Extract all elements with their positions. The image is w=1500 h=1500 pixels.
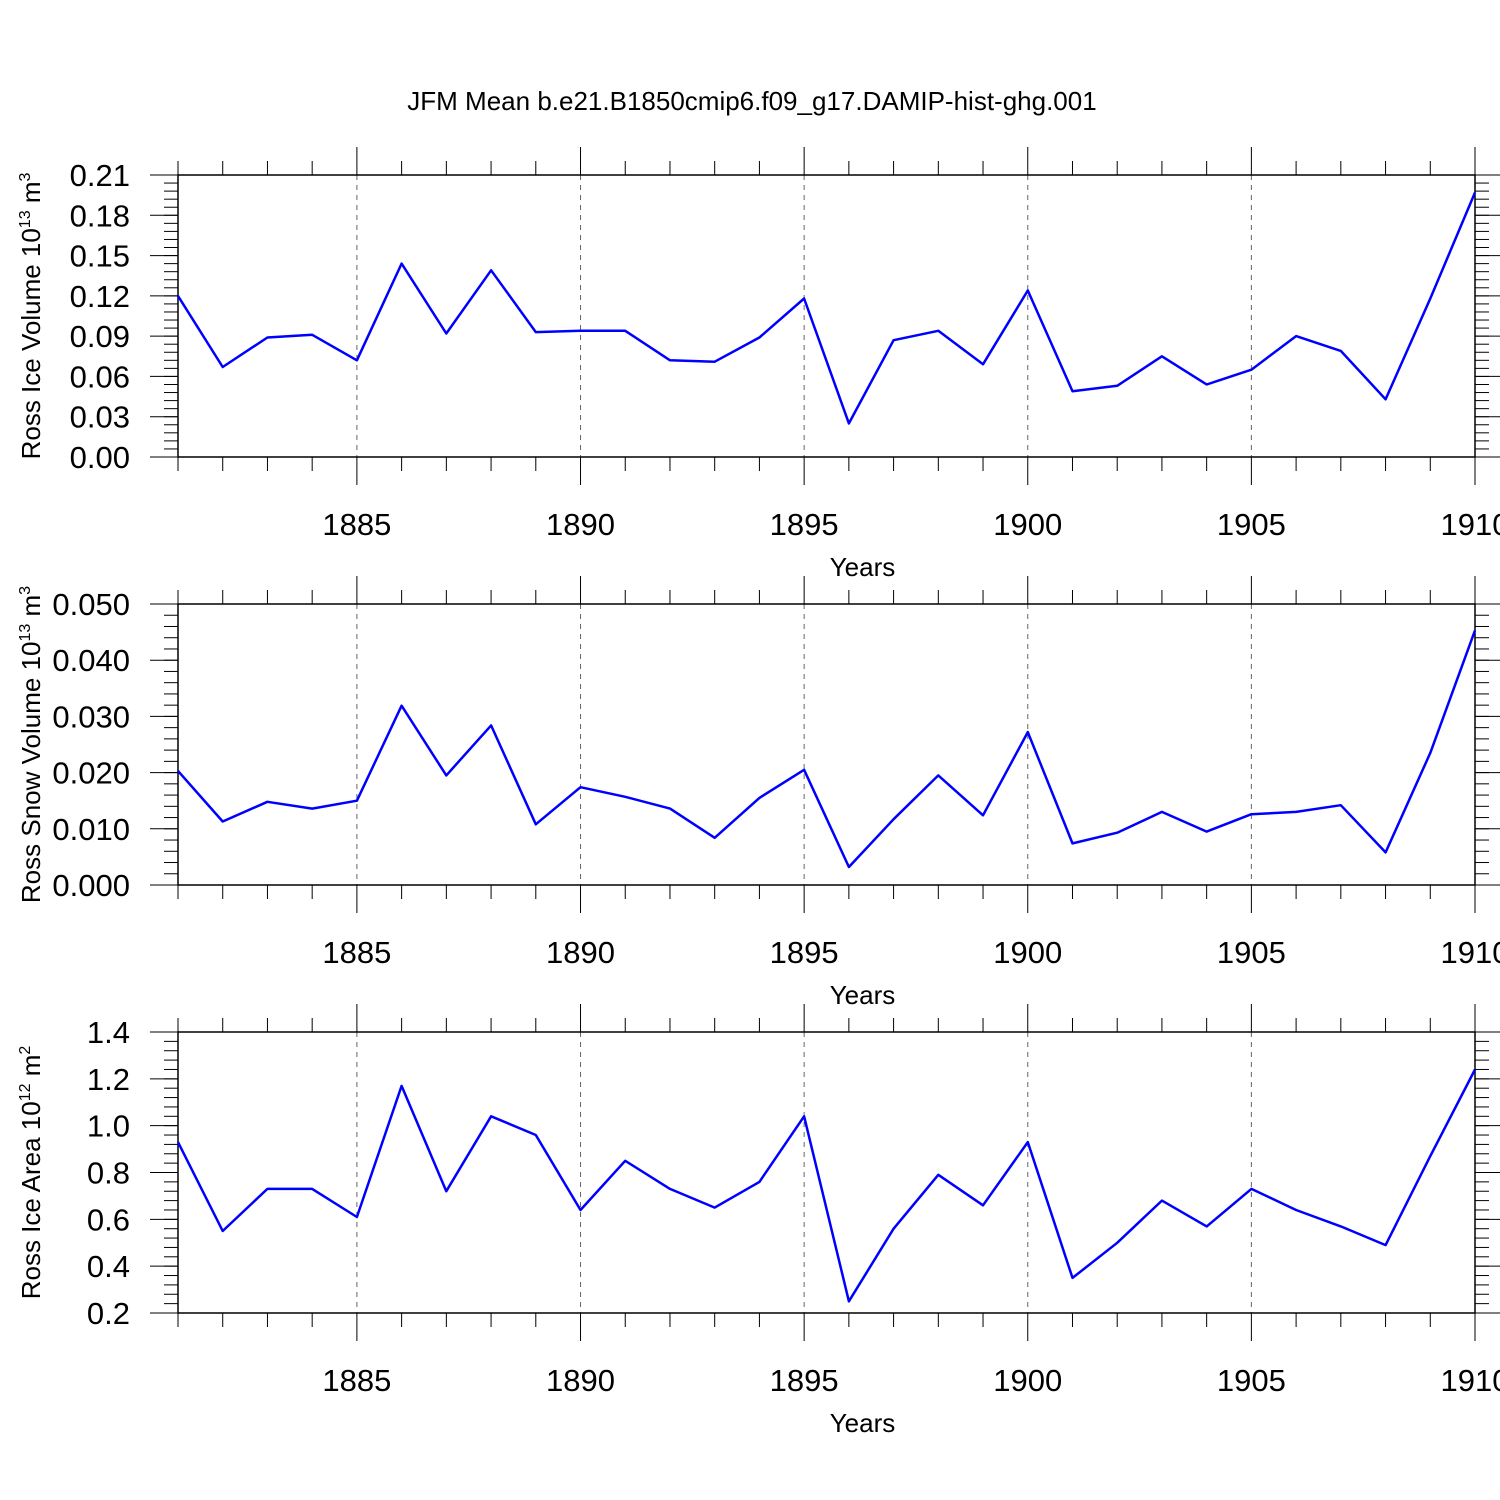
- y-tick-label: 0.12: [70, 279, 130, 314]
- x-axis-title: Years: [830, 980, 896, 1010]
- y-axis-title-exponent: 13: [17, 210, 34, 228]
- y-tick-label: 0.030: [52, 699, 130, 734]
- y-tick-label: 1.0: [87, 1109, 130, 1144]
- x-tick-label: 1905: [1217, 507, 1286, 542]
- y-axis-title-unit-exponent: 3: [17, 172, 34, 181]
- y-axis-title-base: Ross Snow Volume 10: [16, 642, 46, 904]
- x-tick-label: 1900: [993, 935, 1062, 970]
- y-tick-label: 0.8: [87, 1156, 130, 1191]
- y-tick-label: 0.000: [52, 868, 130, 903]
- y-axis-title-unit: m: [16, 181, 46, 210]
- x-tick-label: 1905: [1217, 935, 1286, 970]
- y-tick-label: 0.2: [87, 1296, 130, 1331]
- y-tick-label: 0.21: [70, 158, 130, 193]
- y-axis-title-exponent: 12: [17, 1083, 34, 1101]
- y-tick-label: 0.09: [70, 319, 130, 354]
- y-tick-label: 1.2: [87, 1062, 130, 1097]
- x-tick-label: 1900: [993, 1363, 1062, 1398]
- series-line: [176, 192, 1477, 425]
- y-axis-title-unit: m: [16, 595, 46, 624]
- y-tick-label: 0.18: [70, 198, 130, 233]
- y-tick-label: 0.020: [52, 756, 130, 791]
- y-axis-title-unit: m: [16, 1055, 46, 1084]
- y-tick-label: 0.00: [70, 440, 130, 475]
- y-axis-title: Ross Snow Volume 1013 m3: [16, 586, 46, 903]
- x-tick-label: 1885: [322, 507, 391, 542]
- y-tick-label: 0.4: [87, 1249, 130, 1284]
- x-tick-label: 1885: [322, 1363, 391, 1398]
- y-axis-title: Ross Ice Volume 1013 m3: [16, 172, 46, 459]
- plot-frame: [177, 603, 1476, 886]
- y-tick-label: 1.4: [87, 1015, 130, 1050]
- y-tick-label: 0.06: [70, 359, 130, 394]
- figure-title: JFM Mean b.e21.B1850cmip6.f09_g17.DAMIP-…: [407, 86, 1096, 116]
- y-axis-title-unit-exponent: 3: [17, 586, 34, 595]
- x-tick-label: 1885: [322, 935, 391, 970]
- y-axis-title-exponent: 13: [17, 624, 34, 642]
- y-tick-label: 0.03: [70, 400, 130, 435]
- x-tick-label: 1895: [770, 1363, 839, 1398]
- x-tick-label: 1905: [1217, 1363, 1286, 1398]
- x-tick-label: 1895: [770, 935, 839, 970]
- x-tick-label: 1890: [546, 507, 615, 542]
- x-tick-label: 1895: [770, 507, 839, 542]
- series-line: [176, 1068, 1477, 1303]
- y-tick-label: 0.15: [70, 239, 130, 274]
- y-axis-title-base: Ross Ice Volume 10: [16, 228, 46, 459]
- y-axis-title-unit-exponent: 2: [17, 1046, 34, 1055]
- y-tick-label: 0.010: [52, 812, 130, 847]
- plot-frame: [177, 174, 1476, 458]
- y-tick-label: 0.050: [52, 587, 130, 622]
- y-axis-title: Ross Ice Area 1012 m2: [16, 1046, 46, 1300]
- series-line: [177, 629, 1477, 869]
- x-tick-label: 1900: [993, 507, 1062, 542]
- x-axis-title: Years: [830, 1408, 896, 1438]
- y-tick-label: 0.040: [52, 643, 130, 678]
- x-tick-label: 1890: [546, 1363, 615, 1398]
- y-tick-label: 0.6: [87, 1202, 130, 1237]
- x-axis-title: Years: [830, 552, 896, 582]
- y-axis-title-base: Ross Ice Area 10: [16, 1101, 46, 1299]
- x-tick-label: 1890: [546, 935, 615, 970]
